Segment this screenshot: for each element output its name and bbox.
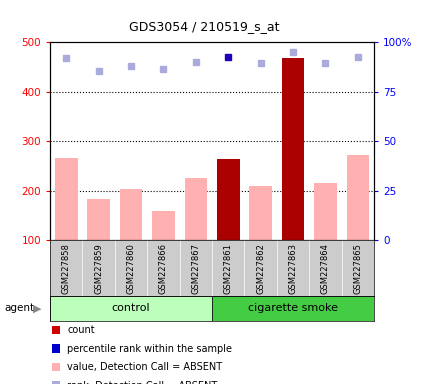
Text: percentile rank within the sample: percentile rank within the sample (67, 344, 232, 354)
Text: rank, Detection Call = ABSENT: rank, Detection Call = ABSENT (67, 381, 217, 384)
Bar (313, 183, 336, 240)
Bar (346, 156, 368, 240)
Text: agent: agent (4, 303, 34, 313)
Text: value, Detection Call = ABSENT: value, Detection Call = ABSENT (67, 362, 222, 372)
Text: ▶: ▶ (33, 303, 42, 313)
Bar (184, 178, 207, 240)
Text: GSM227863: GSM227863 (288, 243, 297, 294)
Text: GSM227859: GSM227859 (94, 243, 103, 293)
Text: control: control (112, 303, 150, 313)
Bar (119, 189, 142, 240)
Bar (152, 211, 174, 240)
Text: GSM227865: GSM227865 (352, 243, 362, 294)
Text: GSM227862: GSM227862 (256, 243, 265, 294)
Text: GSM227861: GSM227861 (223, 243, 232, 294)
Text: GDS3054 / 210519_s_at: GDS3054 / 210519_s_at (129, 20, 279, 33)
Bar (55, 159, 77, 240)
Bar (212, 296, 373, 321)
Bar (217, 159, 239, 240)
Text: GSM227866: GSM227866 (158, 243, 168, 294)
Bar (50, 296, 212, 321)
Text: GSM227864: GSM227864 (320, 243, 329, 294)
Bar (87, 199, 110, 240)
Bar (249, 186, 271, 240)
Bar (281, 58, 304, 240)
Text: count: count (67, 325, 95, 335)
Text: GSM227858: GSM227858 (62, 243, 71, 294)
Text: cigarette smoke: cigarette smoke (247, 303, 337, 313)
Text: GSM227860: GSM227860 (126, 243, 135, 294)
Text: GSM227867: GSM227867 (191, 243, 200, 294)
